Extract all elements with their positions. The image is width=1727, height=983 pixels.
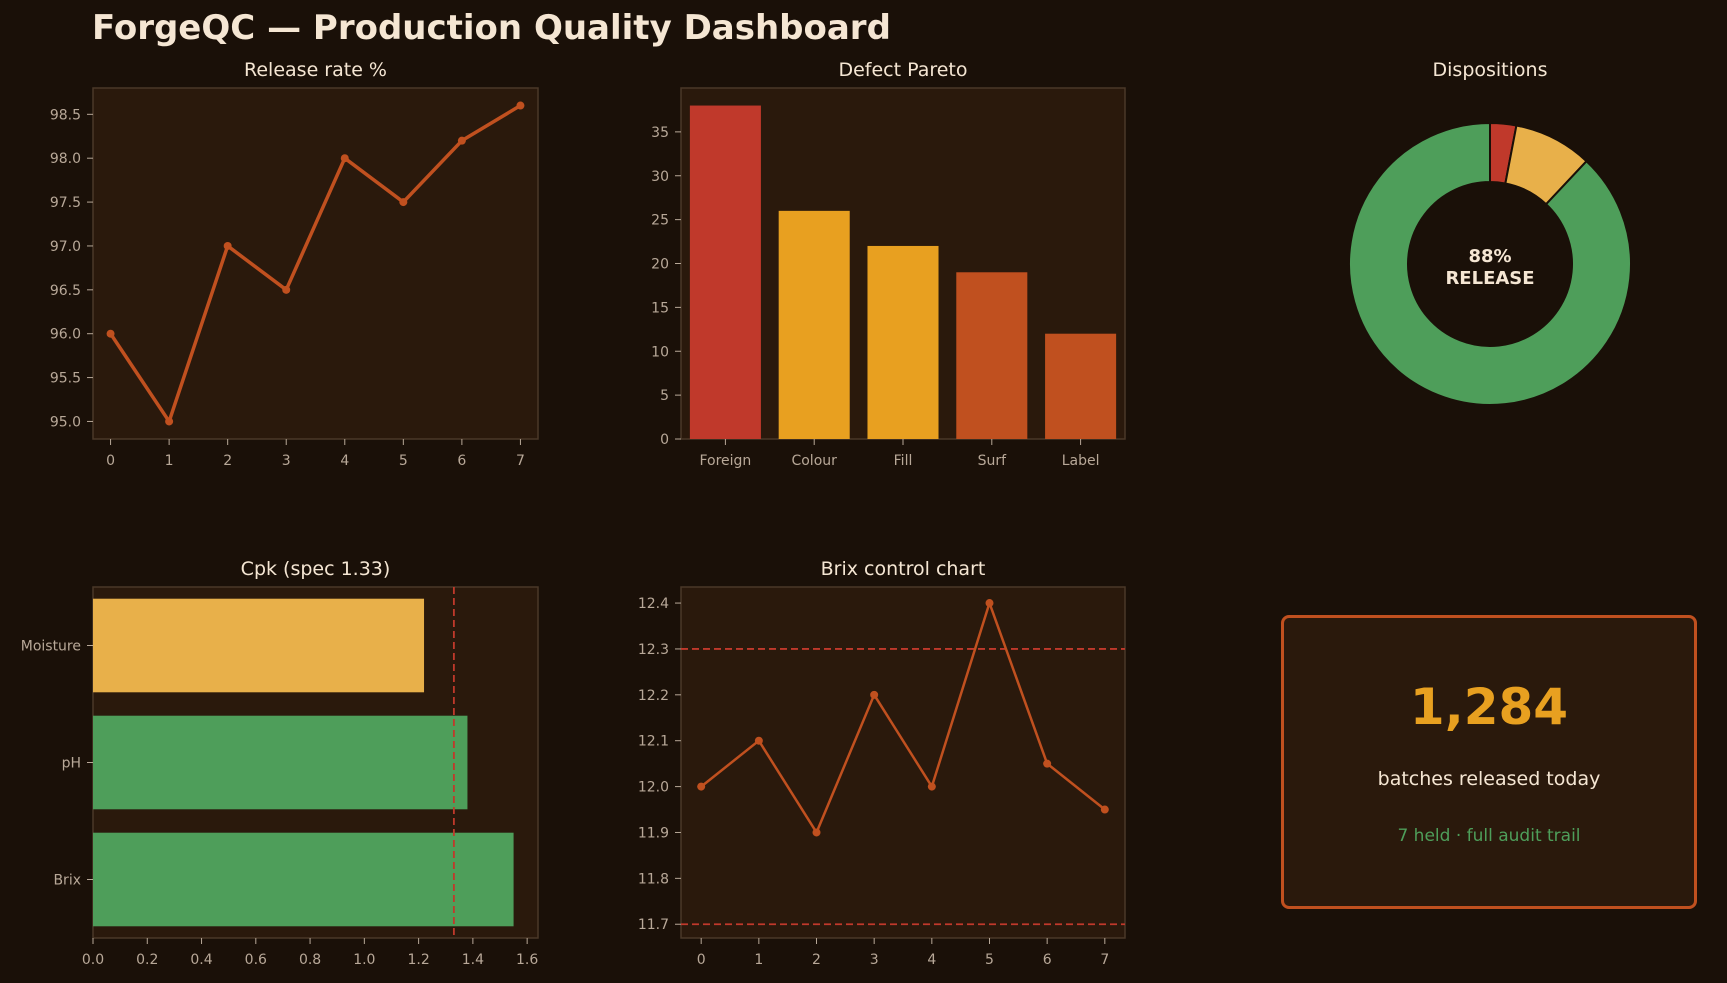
release-rate-plot-area — [92, 87, 539, 440]
brix-plot-area — [680, 586, 1126, 939]
pareto-xtick-label: Foreign — [699, 453, 751, 469]
brix-ytick-label: 12.4 — [638, 596, 669, 612]
kpi-label: batches released today — [1377, 768, 1601, 790]
donut-slice — [1348, 121, 1632, 406]
release-rate-data-point — [165, 417, 174, 426]
brix-data-point — [870, 690, 879, 699]
release-rate-ytick-label: 96.0 — [50, 327, 81, 343]
brix-data-point — [697, 782, 706, 791]
release-rate-data-point — [457, 136, 466, 145]
brix-xtick-label: 3 — [870, 952, 879, 968]
brix-data-point — [985, 599, 994, 608]
release-rate-title: Release rate % — [244, 59, 387, 81]
brix-xtick-label: 6 — [1043, 952, 1052, 968]
release-rate-ytick-label: 96.5 — [50, 283, 81, 299]
release-rate-xtick-label: 3 — [282, 453, 291, 469]
cpk-xtick-label: 1.6 — [516, 952, 538, 968]
pareto-bar — [956, 272, 1028, 439]
brix-xtick-label: 1 — [754, 952, 763, 968]
donut-center-label: RELEASE — [1445, 268, 1534, 289]
pareto-xtick-label: Label — [1062, 453, 1100, 469]
release-rate-ytick-label: 97.0 — [50, 239, 81, 255]
brix-title: Brix control chart — [821, 558, 986, 580]
release-rate-xtick-label: 5 — [399, 453, 408, 469]
pareto-bar — [1045, 333, 1117, 439]
kpi-value: 1,284 — [1409, 678, 1569, 736]
brix-ytick-label: 11.7 — [638, 917, 669, 933]
brix-ytick-label: 12.2 — [638, 688, 669, 704]
cpk-xtick-label: 0.6 — [245, 952, 267, 968]
cpk-bar — [93, 832, 514, 927]
brix-xtick-label: 2 — [812, 952, 821, 968]
release-rate-data-point — [106, 329, 115, 338]
pareto-ytick-label: 30 — [651, 169, 669, 185]
cpk-xtick-label: 0.0 — [82, 952, 104, 968]
pareto-xtick-label: Surf — [978, 453, 1008, 469]
kpi-card: 1,284 batches released today 7 held · fu… — [1281, 615, 1697, 909]
cpk-ytick-label: pH — [62, 756, 81, 772]
cpk-ytick-label: Brix — [53, 873, 81, 889]
release-rate-xtick-label: 0 — [106, 453, 115, 469]
release-rate-xtick-label: 1 — [165, 453, 174, 469]
release-rate-series-line — [109, 104, 522, 424]
release-rate-ytick-label: 95.0 — [50, 414, 81, 430]
pareto-ytick-label: 0 — [660, 432, 669, 448]
release-rate-xtick-label: 2 — [223, 453, 232, 469]
release-rate-data-point — [340, 154, 349, 163]
brix-xtick-label: 0 — [697, 952, 706, 968]
pareto-bar — [778, 210, 850, 439]
release-rate-ytick-label: 98.5 — [50, 107, 81, 123]
pareto-xtick-label: Fill — [894, 453, 913, 469]
brix-ytick-label: 11.9 — [638, 825, 669, 841]
brix-ytick-label: 12.1 — [638, 734, 669, 750]
cpk-ytick-label: Moisture — [21, 639, 81, 655]
pareto-ytick-label: 5 — [660, 388, 669, 404]
pareto-ytick-label: 20 — [651, 257, 669, 273]
pareto-xtick-label: Colour — [791, 453, 837, 469]
pareto-ytick-label: 25 — [651, 213, 669, 229]
cpk-xtick-label: 1.2 — [407, 952, 429, 968]
cpk-bar — [93, 598, 425, 693]
brix-xtick-label: 4 — [927, 952, 936, 968]
pareto-ytick-label: 15 — [651, 300, 669, 316]
dashboard-title: ForgeQC — Production Quality Dashboard — [92, 8, 891, 48]
dispositions-title: Dispositions — [1433, 59, 1548, 81]
release-rate-xtick-label: 7 — [516, 453, 525, 469]
release-rate-data-point — [282, 285, 291, 294]
brix-xtick-label: 5 — [985, 952, 994, 968]
cpk-xtick-label: 1.0 — [353, 952, 375, 968]
brix-data-point — [1100, 805, 1109, 814]
brix-ytick-label: 11.8 — [638, 871, 669, 887]
brix-ytick-label: 12.3 — [638, 642, 669, 658]
kpi-subtext: 7 held · full audit trail — [1397, 826, 1581, 846]
release-rate-data-point — [516, 101, 525, 110]
brix-xtick-label: 7 — [1100, 952, 1109, 968]
brix-data-point — [754, 736, 763, 745]
release-rate-data-point — [399, 198, 408, 207]
release-rate-data-point — [223, 241, 232, 250]
donut-center-value: 88% — [1468, 246, 1511, 267]
pareto-ytick-label: 35 — [651, 125, 669, 141]
release-rate-ytick-label: 97.5 — [50, 195, 81, 211]
brix-series-line — [700, 601, 1106, 834]
brix-data-point — [927, 782, 936, 791]
cpk-xtick-label: 0.8 — [299, 952, 321, 968]
cpk-xtick-label: 0.2 — [136, 952, 158, 968]
release-rate-xtick-label: 6 — [457, 453, 466, 469]
cpk-xtick-label: 0.4 — [190, 952, 212, 968]
brix-data-point — [812, 828, 821, 837]
pareto-ytick-label: 10 — [651, 344, 669, 360]
pareto-bar — [689, 105, 761, 440]
pareto-title: Defect Pareto — [838, 59, 967, 81]
brix-ytick-label: 12.0 — [638, 780, 669, 796]
pareto-bar — [867, 245, 939, 439]
cpk-bar — [93, 715, 468, 810]
cpk-xtick-label: 1.4 — [462, 952, 484, 968]
release-rate-ytick-label: 98.0 — [50, 151, 81, 167]
release-rate-ytick-label: 95.5 — [50, 371, 81, 387]
release-rate-xtick-label: 4 — [340, 453, 349, 469]
brix-data-point — [1043, 759, 1052, 768]
cpk-title: Cpk (spec 1.33) — [241, 558, 391, 580]
